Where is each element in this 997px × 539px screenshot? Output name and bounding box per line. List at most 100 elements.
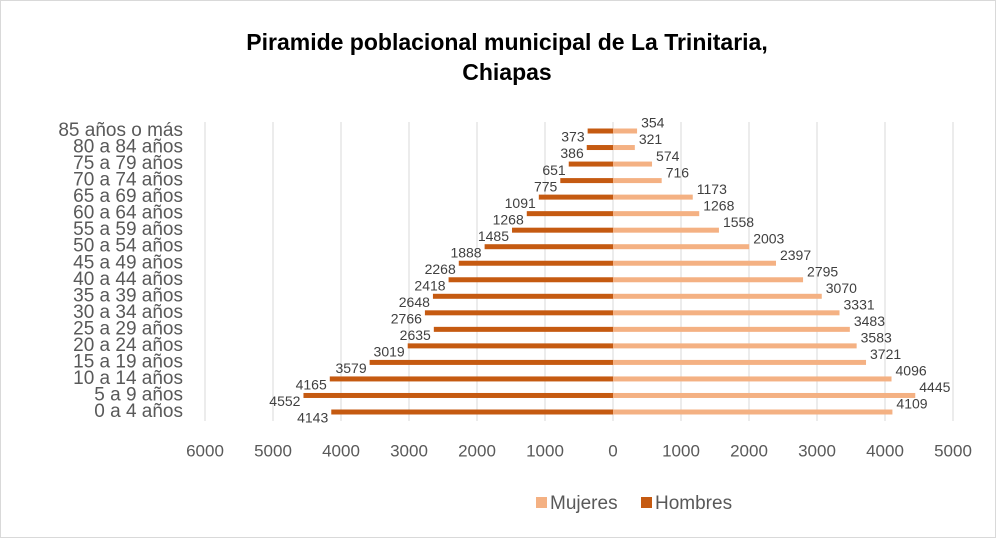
bar — [424, 310, 613, 316]
data-label: 716 — [666, 164, 690, 180]
data-label: 2635 — [400, 327, 431, 343]
legend-swatch — [641, 497, 652, 508]
bar — [613, 310, 840, 316]
x-tick-label: 3000 — [798, 441, 836, 460]
data-label: 3483 — [854, 313, 885, 329]
data-label: 3019 — [374, 344, 405, 360]
data-label: 2648 — [399, 294, 430, 310]
data-label: 2268 — [425, 261, 456, 277]
data-label: 4109 — [896, 396, 927, 412]
chart-title: Piramide poblacional municipal de La Tri… — [246, 29, 767, 55]
y-tick-label: 20 a 24 años — [73, 335, 183, 356]
legend-swatch — [536, 497, 547, 508]
chart-title: Chiapas — [462, 59, 551, 85]
y-tick-label: 75 a 79 años — [73, 153, 183, 174]
x-tick-label: 5000 — [934, 441, 972, 460]
data-label: 3070 — [826, 280, 857, 296]
y-tick-label: 45 a 49 años — [73, 252, 183, 273]
data-label: 2795 — [807, 263, 838, 279]
bar — [613, 178, 662, 184]
legend-label: Mujeres — [550, 493, 618, 514]
x-tick-label: 3000 — [390, 441, 428, 460]
data-label: 2003 — [753, 230, 784, 246]
y-tick-label: 85 años o más — [58, 120, 183, 141]
data-label: 4143 — [297, 410, 328, 426]
data-label: 386 — [560, 145, 584, 161]
y-tick-label: 50 a 54 años — [73, 236, 183, 257]
bar — [303, 392, 613, 398]
bar — [613, 376, 892, 382]
bar — [586, 145, 613, 151]
data-label: 1485 — [478, 228, 509, 244]
bar — [613, 326, 850, 332]
data-label: 321 — [639, 131, 663, 147]
data-label: 1888 — [450, 244, 481, 260]
x-tick-label: 6000 — [186, 441, 224, 460]
data-label: 574 — [656, 148, 680, 164]
bar — [613, 227, 719, 233]
bar — [432, 293, 613, 299]
data-label: 3331 — [844, 297, 875, 313]
bar — [613, 161, 653, 167]
y-tick-label: 70 a 74 años — [73, 170, 183, 191]
data-label: 2418 — [414, 277, 445, 293]
x-tick-label: 1000 — [662, 441, 700, 460]
x-tick-label: 5000 — [254, 441, 292, 460]
bar — [512, 227, 613, 233]
data-label: 4552 — [269, 393, 300, 409]
bar — [613, 145, 635, 151]
x-tick-label: 4000 — [866, 441, 904, 460]
bar — [613, 409, 893, 415]
data-label: 1268 — [493, 211, 524, 227]
x-tick-label: 0 — [608, 441, 617, 460]
bar — [613, 260, 776, 266]
y-tick-label: 5 a 9 años — [94, 384, 183, 405]
bar — [331, 409, 613, 415]
data-label: 1091 — [505, 195, 536, 211]
bar — [329, 376, 613, 382]
bar — [526, 211, 613, 217]
x-tick-label: 2000 — [730, 441, 768, 460]
data-label: 4165 — [296, 377, 327, 393]
x-tick-label: 2000 — [458, 441, 496, 460]
y-tick-label: 10 a 14 años — [73, 368, 183, 389]
bar — [369, 359, 613, 365]
bar — [613, 211, 700, 217]
y-tick-label: 60 a 64 años — [73, 203, 183, 224]
bar — [538, 194, 613, 200]
data-label: 651 — [542, 162, 566, 178]
data-label: 4445 — [919, 379, 950, 395]
data-label: 3583 — [861, 330, 892, 346]
bar — [560, 178, 613, 184]
x-tick-label: 4000 — [322, 441, 360, 460]
data-label: 1558 — [723, 214, 754, 230]
bar — [484, 244, 613, 250]
y-tick-label: 0 a 4 años — [94, 401, 183, 422]
data-label: 4096 — [896, 363, 927, 379]
bar — [613, 194, 693, 200]
bar — [613, 343, 857, 349]
y-tick-label: 35 a 39 años — [73, 285, 183, 306]
bar — [613, 293, 822, 299]
y-tick-label: 65 a 69 años — [73, 186, 183, 207]
x-tick-label: 1000 — [526, 441, 564, 460]
data-label: 3721 — [870, 346, 901, 362]
data-label: 2397 — [780, 247, 811, 263]
bar — [448, 277, 613, 283]
data-label: 2766 — [391, 311, 422, 327]
data-label: 1268 — [703, 197, 734, 213]
y-tick-label: 55 a 59 años — [73, 219, 183, 240]
bar — [433, 326, 613, 332]
data-label: 354 — [641, 115, 665, 131]
bar — [568, 161, 613, 167]
data-label: 775 — [534, 178, 558, 194]
bar — [613, 277, 804, 283]
legend-label: Hombres — [655, 493, 732, 514]
y-tick-label: 40 a 44 años — [73, 269, 183, 290]
y-tick-label: 25 a 29 años — [73, 318, 183, 339]
bar — [407, 343, 613, 349]
y-tick-label: 15 a 19 años — [73, 351, 183, 372]
data-label: 3579 — [335, 360, 366, 376]
